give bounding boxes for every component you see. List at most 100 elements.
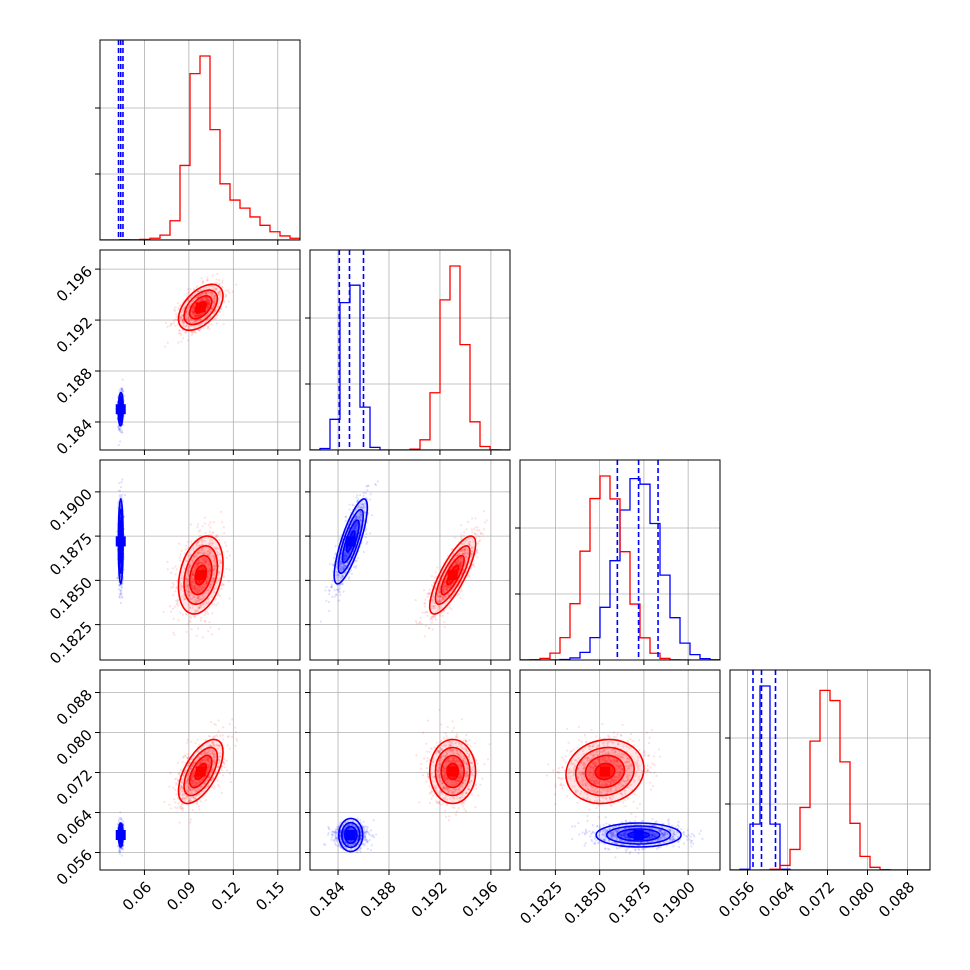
scatter-point bbox=[211, 577, 214, 580]
scatter-point bbox=[195, 314, 198, 317]
scatter-point bbox=[188, 594, 191, 597]
scatter-point bbox=[194, 555, 197, 558]
scatter-point bbox=[185, 295, 189, 298]
scatter-point bbox=[356, 499, 360, 503]
scatter-point bbox=[192, 587, 195, 590]
scatter-point bbox=[217, 579, 221, 582]
scatter-point bbox=[196, 315, 199, 318]
scatter-point bbox=[330, 583, 333, 587]
scatter-point bbox=[355, 514, 358, 518]
scatter-point bbox=[198, 561, 201, 564]
scatter-point bbox=[193, 314, 196, 317]
scatter-point bbox=[195, 314, 199, 317]
scatter-point bbox=[215, 535, 218, 539]
scatter-point bbox=[191, 572, 194, 575]
scatter-point bbox=[120, 595, 124, 598]
scatter-point bbox=[353, 525, 356, 529]
scatter-point bbox=[197, 541, 200, 544]
scatter-point bbox=[360, 503, 363, 506]
scatter-point bbox=[189, 324, 192, 328]
scatter-point bbox=[197, 551, 201, 554]
scatter-point bbox=[200, 322, 203, 326]
scatter-point bbox=[191, 559, 195, 562]
scatter-point bbox=[464, 548, 467, 551]
scatter-point bbox=[213, 587, 216, 590]
scatter-point bbox=[214, 561, 217, 564]
scatter-point bbox=[174, 312, 178, 316]
scatter-point bbox=[339, 563, 342, 566]
scatter-point bbox=[169, 322, 173, 326]
scatter-point bbox=[332, 564, 335, 567]
scatter-point bbox=[201, 293, 204, 296]
scatter-point bbox=[202, 606, 205, 609]
scatter-point bbox=[424, 624, 428, 628]
scatter-point bbox=[188, 306, 191, 309]
scatter-point bbox=[179, 304, 182, 307]
scatter-point bbox=[446, 594, 449, 597]
scatter-point bbox=[213, 559, 216, 562]
scatter-point bbox=[117, 425, 120, 428]
scatter-point bbox=[186, 586, 189, 589]
scatter-point bbox=[207, 301, 210, 304]
scatter-point bbox=[197, 598, 201, 601]
scatter-point bbox=[206, 298, 209, 301]
scatter-point bbox=[462, 569, 465, 572]
scatter-point bbox=[179, 311, 183, 314]
scatter-point bbox=[184, 325, 187, 328]
scatter-point bbox=[455, 562, 459, 566]
scatter-point bbox=[196, 314, 200, 317]
scatter-point bbox=[208, 570, 212, 573]
scatter-point bbox=[345, 554, 348, 557]
scatter-point bbox=[191, 606, 194, 609]
scatter-point bbox=[198, 293, 201, 296]
scatter-point bbox=[176, 601, 179, 604]
scatter-point bbox=[355, 516, 358, 519]
scatter-point bbox=[339, 569, 342, 572]
scatter-point bbox=[198, 606, 201, 610]
scatter-point bbox=[465, 553, 468, 557]
scatter-point bbox=[195, 584, 198, 587]
scatter-point bbox=[451, 594, 454, 597]
scatter-point bbox=[354, 565, 358, 568]
scatter-point bbox=[203, 595, 206, 599]
scatter-point bbox=[204, 603, 207, 606]
scatter-point bbox=[218, 553, 221, 556]
scatter-point bbox=[206, 299, 209, 302]
scatter-point bbox=[187, 291, 191, 294]
scatter-point bbox=[224, 295, 227, 298]
scatter-point bbox=[212, 297, 216, 300]
scatter-point bbox=[362, 503, 365, 506]
scatter-point bbox=[202, 312, 205, 315]
scatter-point bbox=[211, 581, 214, 585]
scatter-point bbox=[177, 619, 180, 622]
scatter-point bbox=[213, 567, 216, 570]
scatter-point bbox=[358, 514, 361, 517]
scatter-point bbox=[205, 286, 208, 289]
panel-background bbox=[100, 460, 300, 660]
scatter-point bbox=[206, 279, 209, 282]
scatter-point bbox=[474, 517, 477, 520]
scatter-point bbox=[198, 324, 202, 327]
scatter-point bbox=[191, 310, 195, 313]
scatter-point bbox=[212, 568, 215, 571]
scatter-point bbox=[459, 524, 463, 527]
scatter-point bbox=[364, 502, 367, 506]
scatter-point bbox=[355, 528, 359, 531]
scatter-point bbox=[198, 324, 201, 327]
scatter-point bbox=[188, 564, 191, 567]
scatter-point bbox=[195, 562, 198, 565]
panel-frame bbox=[99, 249, 301, 451]
scatter-point bbox=[203, 291, 206, 294]
scatter-point bbox=[191, 581, 195, 584]
scatter-point bbox=[468, 543, 471, 546]
scatter-point bbox=[433, 615, 437, 618]
scatter-point bbox=[192, 577, 195, 580]
scatter-point bbox=[345, 556, 348, 559]
scatter-point bbox=[196, 590, 199, 593]
scatter-point bbox=[343, 555, 346, 558]
scatter-point bbox=[344, 519, 347, 523]
scatter-point bbox=[208, 569, 211, 572]
scatter-point bbox=[338, 537, 342, 540]
scatter-point bbox=[464, 552, 467, 555]
scatter-point bbox=[462, 531, 466, 534]
